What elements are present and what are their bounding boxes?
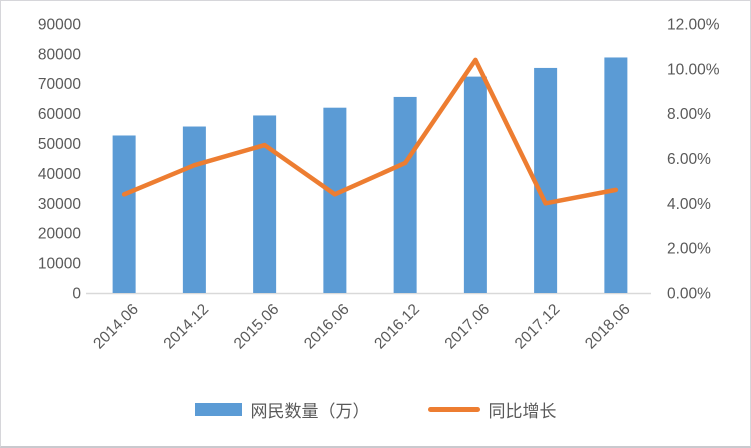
y-axis-left-tick: 50000 — [38, 136, 81, 153]
bar-2016.06 — [323, 107, 347, 293]
x-axis-label-2017.12: 2017.12 — [512, 301, 564, 353]
y-axis-right-tick: 0.00% — [667, 285, 711, 302]
x-axis-label-2017.06: 2017.06 — [442, 301, 494, 353]
legend-item-line: 同比增长 — [427, 397, 557, 422]
bar-series-swatch — [194, 403, 242, 416]
y-axis-left-tick: 30000 — [38, 196, 81, 213]
bar-2015.06 — [253, 115, 277, 294]
y-axis-left-tick: 10000 — [38, 256, 81, 273]
y-axis-right-tick: 8.00% — [667, 106, 711, 123]
y-axis-right-tick: 12.00% — [667, 16, 720, 33]
growth-line — [121, 57, 619, 206]
y-axis-left-tick: 20000 — [38, 226, 81, 243]
y-axis-right-tick: 2.00% — [667, 241, 711, 258]
y-axis-left-tick: 40000 — [38, 166, 81, 183]
line-series-label: 同比增长 — [488, 402, 557, 421]
x-axis-label-2016.12: 2016.12 — [371, 301, 423, 353]
bar-2018.06 — [604, 57, 628, 293]
bar-2014.12 — [182, 126, 206, 293]
legend: 网民数量（万） 同比增长 — [1, 397, 750, 422]
y-axis-right-tick: 6.00% — [667, 151, 711, 168]
bar-series-label: 网民数量（万） — [250, 402, 370, 421]
x-axis-label-2014.06: 2014.06 — [90, 301, 142, 353]
legend-item-bars: 网民数量（万） — [194, 397, 370, 422]
line-series-swatch — [427, 407, 480, 412]
y-axis-left-tick: 90000 — [38, 16, 81, 33]
bar-2017.12 — [534, 67, 558, 293]
x-axis-label-2018.06: 2018.06 — [582, 301, 634, 353]
bar-2014.06 — [112, 135, 136, 293]
y-axis-left-tick: 0 — [72, 285, 81, 302]
y-axis-left-tick: 60000 — [38, 106, 81, 123]
y-axis-right-tick: 4.00% — [667, 196, 711, 213]
bar-2017.06 — [463, 76, 487, 293]
x-axis-label-2014.12: 2014.12 — [161, 301, 213, 353]
bar-2016.12 — [393, 96, 417, 293]
x-axis-label-2016.06: 2016.06 — [301, 301, 353, 353]
y-axis-left-tick: 70000 — [38, 76, 81, 93]
y-axis-right-tick: 10.00% — [667, 61, 720, 78]
y-axis-left-tick: 80000 — [38, 46, 81, 63]
x-axis-label-2015.06: 2015.06 — [231, 301, 283, 353]
